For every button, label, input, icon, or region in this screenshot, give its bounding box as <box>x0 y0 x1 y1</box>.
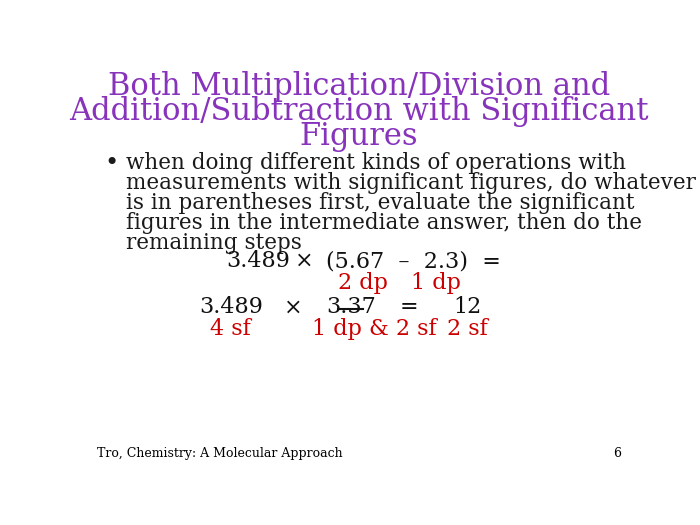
Text: is in parentheses first, evaluate the significant: is in parentheses first, evaluate the si… <box>126 192 635 214</box>
Text: 2 dp: 2 dp <box>337 271 388 293</box>
Text: 4 sf: 4 sf <box>211 318 251 340</box>
Text: when doing different kinds of operations with: when doing different kinds of operations… <box>126 152 626 174</box>
Text: Figures: Figures <box>300 121 418 152</box>
Text: 2 sf: 2 sf <box>447 318 488 340</box>
Text: Tro, Chemistry: A Molecular Approach: Tro, Chemistry: A Molecular Approach <box>97 447 342 459</box>
Text: (5.67  –  2.3)  =: (5.67 – 2.3) = <box>326 250 500 272</box>
Text: remaining steps: remaining steps <box>126 232 302 254</box>
Text: ×: × <box>284 296 302 318</box>
Text: 3.37: 3.37 <box>326 296 376 318</box>
Text: 1 dp & 2 sf: 1 dp & 2 sf <box>312 318 437 340</box>
Text: 12: 12 <box>453 296 482 318</box>
Text: measurements with significant figures, do whatever: measurements with significant figures, d… <box>126 172 696 194</box>
Text: figures in the intermediate answer, then do the: figures in the intermediate answer, then… <box>126 212 643 234</box>
Text: 1 dp: 1 dp <box>412 271 461 293</box>
Text: Addition/Subtraction with Significant: Addition/Subtraction with Significant <box>69 96 648 127</box>
Text: Both Multiplication/Division and: Both Multiplication/Division and <box>108 71 610 102</box>
Text: •: • <box>104 152 119 174</box>
Text: ×: × <box>295 250 314 272</box>
Text: 3.489: 3.489 <box>226 250 290 272</box>
Text: =: = <box>400 296 419 318</box>
Text: 3.489: 3.489 <box>199 296 262 318</box>
Text: 6: 6 <box>612 447 621 459</box>
